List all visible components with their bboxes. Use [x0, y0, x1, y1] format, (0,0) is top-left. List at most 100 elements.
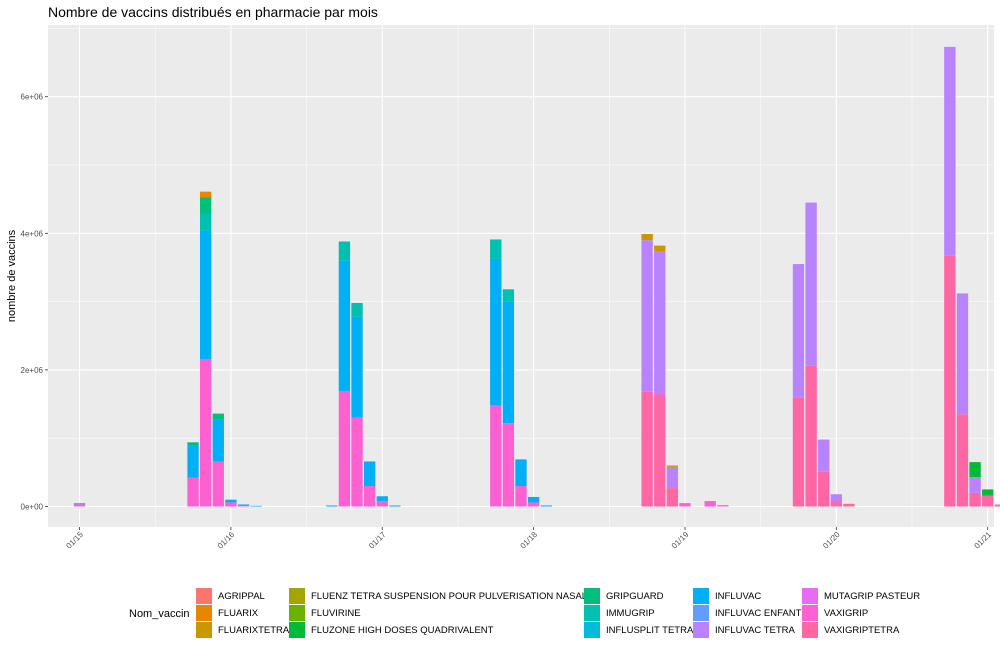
x-axis: 01/15 01/16 01/17 01/18 01/19 01/20 01/21 — [64, 527, 993, 551]
legend-key — [584, 605, 600, 621]
bar-segment — [641, 240, 653, 392]
bars-layer — [73, 46, 1000, 507]
bar-segment — [830, 501, 843, 507]
bar-segment — [527, 502, 540, 507]
bar-segment — [704, 501, 716, 507]
legend-label: VAXIGRIPTETRA — [824, 625, 900, 636]
legend: AGRIPPAL FLUARIX FLUARIXTETRA FLUENZ TETRA … — [196, 588, 920, 638]
legend-label: INFLUVAC TETRA — [715, 625, 796, 636]
bar-segment — [982, 495, 994, 507]
bar-segment — [490, 258, 502, 406]
bar-segment — [351, 417, 363, 507]
bar-segment — [792, 264, 805, 398]
bar-segment — [969, 492, 981, 507]
legend-label: FLUARIX — [218, 608, 259, 619]
legend-label: INFLUVAC ENFANT — [715, 608, 802, 619]
bar-segment — [199, 213, 212, 231]
x-tick-label: 01/15 — [64, 530, 85, 551]
y-tick-label: 2e+06 — [21, 366, 44, 375]
legend-key — [289, 622, 305, 638]
legend-label: FLUENZ TETRA SUSPENSION POUR PULVERISATI… — [311, 591, 593, 602]
legend-key — [584, 622, 600, 638]
bar-segment — [805, 365, 817, 507]
y-tick-label: 4e+06 — [21, 229, 44, 238]
bar-segment — [818, 471, 830, 507]
bar-segment — [515, 459, 527, 487]
bar-segment — [679, 503, 691, 507]
legend-label: INFLUVAC — [715, 591, 761, 602]
bar-segment — [237, 504, 250, 506]
bar-segment — [654, 251, 666, 395]
x-tick-label: 01/21 — [973, 530, 994, 551]
bar-segment — [502, 423, 515, 507]
legend-key — [693, 622, 709, 638]
legend-label: IMMUGRIP — [606, 608, 655, 619]
bar-segment — [944, 255, 956, 507]
bar-segment — [225, 502, 237, 507]
x-tick-label: 01/19 — [670, 530, 691, 551]
bar-segment — [73, 504, 86, 507]
bar-segment — [199, 197, 212, 214]
y-tick-label: 6e+06 — [21, 93, 44, 102]
legend-label: MUTAGRIP PASTEUR — [824, 591, 920, 602]
legend-key — [584, 588, 600, 604]
bar-segment — [969, 462, 981, 478]
bar-segment — [199, 230, 212, 359]
bar-segment — [527, 496, 540, 503]
legend-key — [693, 588, 709, 604]
bar-segment — [212, 413, 224, 420]
bar-segment — [982, 489, 994, 496]
bar-segment — [490, 239, 502, 259]
bar-segment — [654, 394, 666, 507]
bar-segment — [666, 488, 679, 507]
legend-label: FLUARIXTETRA — [218, 625, 290, 636]
bar-segment — [502, 289, 515, 302]
bar-segment — [994, 504, 1000, 507]
legend-title: Nom_vaccin — [129, 608, 190, 620]
x-tick-label: 01/20 — [821, 530, 842, 551]
bar-segment — [351, 316, 363, 418]
bar-segment — [225, 499, 237, 503]
y-tick-label: 0e+00 — [21, 503, 44, 512]
bar-segment — [666, 466, 679, 489]
bar-segment — [326, 505, 338, 507]
legend-key — [196, 622, 212, 638]
bar-segment — [351, 302, 363, 317]
bar-segment — [805, 202, 817, 366]
legend-label: VAXIGRIP — [824, 608, 868, 619]
legend-label: FLUVIRINE — [311, 608, 361, 619]
bar-segment — [540, 505, 552, 507]
legend-key — [289, 588, 305, 604]
bar-segment — [666, 465, 679, 467]
bar-segment — [830, 494, 843, 502]
bar-segment — [212, 461, 224, 507]
legend-key — [802, 622, 818, 638]
legend-label: INFLUSPLIT TETRA — [606, 625, 694, 636]
bar-segment — [338, 241, 351, 261]
bar-segment — [363, 486, 376, 507]
bar-segment — [376, 501, 388, 507]
bar-segment — [73, 503, 86, 505]
legend-key — [196, 605, 212, 621]
bar-segment — [956, 293, 969, 415]
legend-label: GRIPGUARD — [606, 591, 664, 602]
legend-label: AGRIPPAL — [218, 591, 265, 602]
legend-key — [196, 588, 212, 604]
bar-segment — [818, 439, 830, 472]
bar-segment — [363, 461, 376, 487]
bar-segment — [237, 505, 250, 507]
bar-segment — [212, 419, 224, 462]
bar-segment — [250, 505, 262, 507]
bar-segment — [641, 391, 653, 507]
legend-key — [802, 588, 818, 604]
bar-segment — [654, 245, 666, 252]
legend-label: FLUZONE HIGH DOSES QUADRIVALENT — [311, 625, 494, 636]
x-tick-label: 01/16 — [216, 530, 237, 551]
bar-segment — [389, 505, 401, 507]
bar-segment — [843, 503, 855, 507]
x-tick-label: 01/18 — [518, 530, 539, 551]
legend-key — [802, 605, 818, 621]
bar-segment — [502, 301, 515, 424]
bar-segment — [641, 233, 653, 241]
